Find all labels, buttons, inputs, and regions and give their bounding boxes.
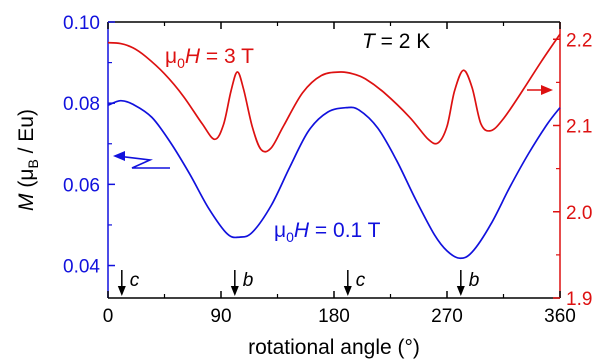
direction-arrowhead (456, 286, 465, 296)
series-label-3T-prefix: μ (165, 45, 177, 68)
y-right-tick-label: 2.0 (566, 203, 592, 224)
series-label-3T-sub: 0 (177, 55, 185, 71)
series-label-0p1T: μ0H = 0.1 T (274, 219, 381, 245)
y-axis-title: M (μB / Eu) (15, 109, 41, 211)
series-label-0p1T-sub: 0 (286, 229, 294, 245)
series-label-3T-value: = 3 T (200, 45, 254, 68)
right-axis-pointer-arrow (527, 85, 553, 95)
direction-arrowhead (117, 286, 126, 296)
direction-label: c (130, 270, 140, 291)
direction-label: c (356, 270, 366, 291)
series-label-0p1T-prefix: μ (274, 219, 286, 242)
y-axis-unit-open: (μ (15, 169, 38, 194)
y-left-tick-label: 0.10 (63, 13, 100, 34)
temperature-value: = 2 K (375, 30, 430, 53)
y-right-tick-label: 1.9 (566, 289, 592, 310)
temperature-label: T = 2 K (362, 30, 430, 53)
y-left-tick-label: 0.06 (63, 175, 100, 196)
temperature-symbol: T (362, 30, 377, 53)
y-left-tick-label: 0.08 (63, 94, 100, 115)
series-line-0p1T (107, 99, 561, 260)
x-tick-label: 0 (103, 306, 114, 327)
direction-label: b (469, 270, 480, 291)
series-label-3T: μ0H = 3 T (165, 45, 254, 71)
series-label-3T-symbol: H (185, 45, 201, 68)
series-label-0p1T-symbol: H (294, 219, 310, 242)
x-tick-label: 360 (544, 306, 576, 327)
direction-label: b (243, 270, 254, 291)
direction-arrowhead (230, 286, 239, 296)
y-axis-symbol: M (15, 193, 38, 211)
x-tick-label: 90 (210, 306, 231, 327)
x-tick-label: 180 (318, 306, 350, 327)
y-axis-unit-close: / Eu) (15, 109, 38, 159)
direction-arrowhead (343, 286, 352, 296)
series-line-3T (107, 33, 561, 153)
x-axis-title: rotational angle (°) (248, 336, 420, 359)
left-axis-pointer-arrow (113, 151, 170, 169)
y-right-tick-label: 2.1 (566, 117, 592, 138)
x-tick-label: 270 (431, 306, 463, 327)
y-left-tick-label: 0.04 (63, 257, 100, 278)
y-axis-unit-sub: B (25, 159, 41, 168)
y-right-tick-label: 2.2 (566, 30, 592, 51)
series-label-0p1T-value: = 0.1 T (309, 219, 381, 242)
